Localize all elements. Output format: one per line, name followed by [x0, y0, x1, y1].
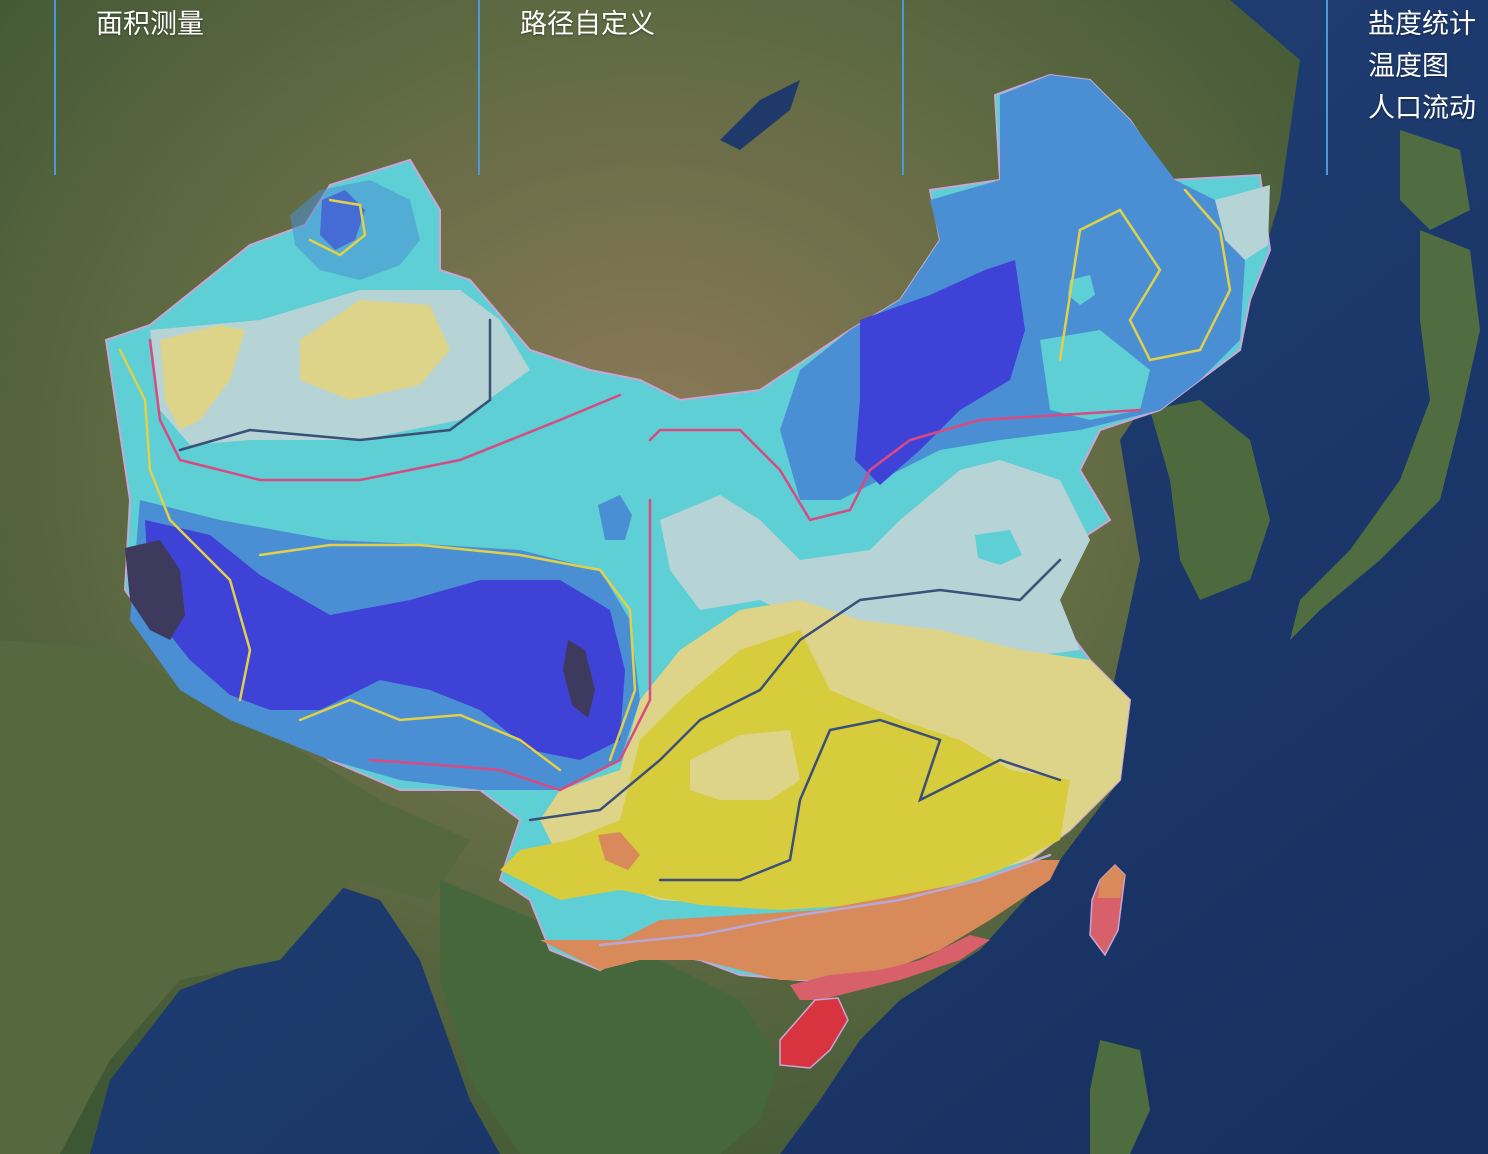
zone-northeast-cyan-spot — [1068, 275, 1095, 305]
isotherm-yellow-tibet — [258, 543, 637, 762]
custom-path-button[interactable]: 路径自定义 — [520, 9, 655, 40]
temperature-map-button[interactable]: 温度图 — [1368, 51, 1449, 82]
zone-tibet-deep — [145, 520, 625, 760]
zone-south-pink — [790, 935, 990, 1000]
isotherm-yellow-northeast — [1058, 188, 1232, 362]
zone-tibet-darkest-east — [563, 640, 595, 718]
lake-baikal — [720, 80, 800, 150]
zone-hainan-red — [779, 997, 849, 1069]
isotherm-magenta-central — [648, 408, 1142, 522]
isotherm-magenta-north — [148, 338, 622, 482]
zone-central-blue-spot — [598, 495, 632, 540]
zone-taiwan-top — [1098, 865, 1125, 898]
zone-cream-west — [160, 325, 245, 430]
menu-divider — [1326, 0, 1328, 175]
indochina-land — [440, 880, 780, 1154]
salinity-stats-button[interactable]: 盐度统计 — [1368, 9, 1476, 40]
isotherm-magenta-south — [368, 498, 652, 792]
isotherm-light-southeast — [598, 853, 1052, 947]
zone-north-china-pale — [660, 460, 1090, 660]
hokkaido-land — [1400, 130, 1470, 230]
zone-north-cyan-spot — [975, 530, 1022, 565]
isotherm-yellow-tibet-south — [298, 698, 562, 772]
isotherm-yellow-west — [118, 348, 252, 702]
zone-cream-center — [300, 300, 450, 400]
isotherm-lines — [118, 188, 1232, 947]
japan-land — [1290, 230, 1480, 640]
zone-south-orange — [540, 860, 1060, 980]
menu-divider — [902, 0, 904, 175]
isotherm-navy-south — [658, 718, 1062, 882]
korea-land — [1150, 400, 1270, 600]
population-flow-button[interactable]: 人口流动 — [1368, 93, 1476, 124]
area-measure-button[interactable]: 面积测量 — [96, 9, 204, 40]
zone-tibet-darkest-west — [125, 540, 185, 640]
zone-dzungaria-mid — [290, 180, 420, 280]
zone-northeast-deep — [855, 260, 1025, 485]
india-land — [0, 640, 470, 1154]
menu-divider — [54, 0, 56, 175]
zone-northeast-pale — [1215, 185, 1270, 260]
zone-sichuan-orange — [598, 832, 640, 870]
philippines-land — [1090, 1040, 1150, 1154]
isotherm-navy-central — [528, 558, 1062, 822]
menu-divider — [478, 0, 480, 175]
zone-northeast-cyan-band — [1040, 330, 1150, 420]
zone-south-cream-inner — [690, 730, 800, 800]
isotherm-yellow-dzungaria — [308, 198, 367, 257]
isotherm-navy-north — [178, 318, 492, 452]
